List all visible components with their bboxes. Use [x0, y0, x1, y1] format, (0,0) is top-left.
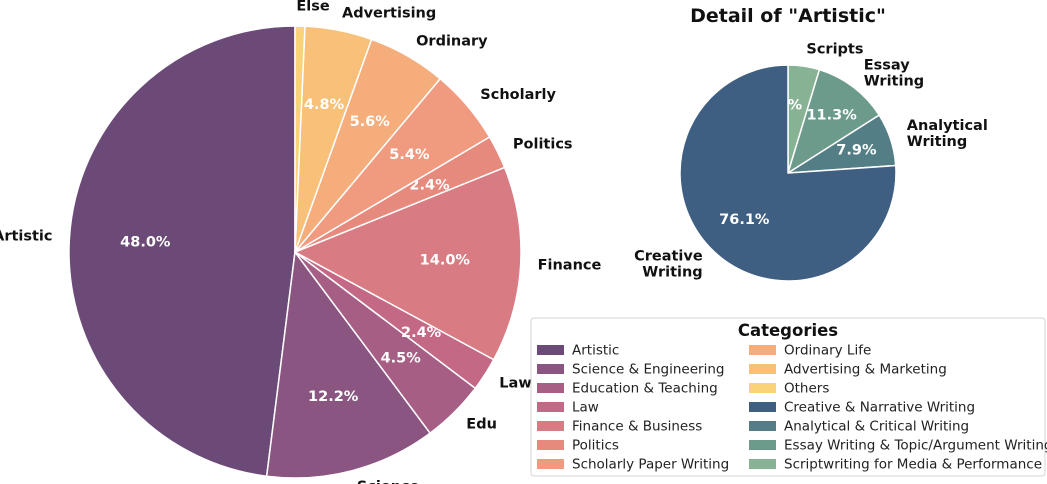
- main-slice-science-percent-label: 12.2%: [308, 389, 359, 405]
- legend-item-law-swatch: [537, 402, 564, 412]
- main-slice-finance-label: Finance: [538, 258, 602, 274]
- legend-item-creative-narrative-writing-swatch: [749, 402, 776, 412]
- main-slice-edu-label: Edu: [466, 416, 497, 432]
- chart-figure: 48.0%Artistic12.2%Science4.5%Edu2.4%Law1…: [0, 0, 1047, 484]
- legend-item-analytical-critical-writing: Analytical & Critical Writing: [784, 419, 969, 435]
- legend-item-education-teaching: Education & Teaching: [572, 381, 718, 397]
- main-slice-artistic-percent-label: 48.0%: [120, 235, 171, 251]
- legend-item-advertising-marketing-swatch: [749, 364, 776, 374]
- legend-item-creative-narrative-writing: Creative & Narrative Writing: [784, 400, 975, 416]
- main-slice-scholarly-percent-label: 5.4%: [389, 147, 430, 163]
- legend-item-analytical-critical-writing-swatch: [749, 421, 776, 431]
- main-slice-advertising-percent-label: 4.8%: [304, 97, 345, 113]
- legend-item-ordinary-life: Ordinary Life: [784, 343, 871, 359]
- main-slice-science-label: Science: [357, 479, 420, 484]
- legend-item-science-engineering: Science & Engineering: [572, 362, 724, 378]
- legend-item-essay-writing-topic-argument-writing-swatch: [749, 440, 776, 450]
- legend-item-scriptwriting-for-media-performance-swatch: [749, 459, 776, 469]
- detail-slice-analytical-writing-percent-label: 7.9%: [836, 143, 877, 159]
- legend: Categories Artistic Science & Engineering…: [531, 318, 1047, 476]
- main-slice-scholarly-label: Scholarly: [480, 87, 556, 103]
- detail-slice-analytical-writing-label: Analytical Writing: [907, 118, 988, 150]
- legend-item-scholarly-paper-writing: Scholarly Paper Writing: [572, 457, 729, 473]
- detail-slice-creative-writing-label: Creative Writing: [634, 248, 703, 280]
- legend-title: Categories: [738, 321, 838, 340]
- main-slice-ordinary-label: Ordinary: [416, 33, 488, 49]
- legend-item-education-teaching-swatch: [537, 383, 564, 393]
- main-slice-edu-percent-label: 4.5%: [381, 350, 422, 366]
- detail-slice-essay-writing-label: Essay Writing: [864, 58, 924, 90]
- detail-slice-creative-writing-percent-label: 76.1%: [719, 212, 770, 228]
- main-slice-ordinary-percent-label: 5.6%: [350, 114, 391, 130]
- detail-chart-title: Detail of "Artistic": [690, 5, 886, 27]
- main-slice-finance-percent-label: 14.0%: [420, 253, 471, 269]
- legend-item-science-engineering-swatch: [537, 364, 564, 374]
- legend-item-others: Others: [784, 381, 829, 397]
- main-pie-chart: 48.0%Artistic12.2%Science4.5%Edu2.4%Law1…: [0, 0, 602, 484]
- legend-item-finance-business-swatch: [537, 421, 564, 431]
- detail-pie-chart: 4.7%Scripts11.3%EssayWriting7.9%Analytic…: [634, 41, 988, 281]
- main-slice-artistic-label: Artistic: [0, 229, 53, 245]
- legend-item-ordinary-life-swatch: [749, 345, 776, 355]
- legend-item-others-swatch: [749, 383, 776, 393]
- legend-item-essay-writing-topic-argument-writing: Essay Writing & Topic/Argument Writing: [784, 438, 1047, 454]
- detail-slice-essay-writing-percent-label: 11.3%: [806, 108, 857, 124]
- legend-item-politics: Politics: [572, 438, 619, 454]
- legend-item-advertising-marketing: Advertising & Marketing: [784, 362, 947, 378]
- detail-slice-scripts-label: Scripts: [806, 41, 863, 57]
- legend-item-law: Law: [572, 400, 599, 416]
- legend-item-artistic: Artistic: [572, 343, 619, 359]
- main-slice-else-label: Else: [296, 0, 330, 15]
- legend-item-finance-business: Finance & Business: [572, 419, 702, 435]
- legend-item-scriptwriting-for-media-performance: Scriptwriting for Media & Performance: [784, 457, 1042, 473]
- legend-item-scholarly-paper-writing-swatch: [537, 459, 564, 469]
- legend-item-politics-swatch: [537, 440, 564, 450]
- main-slice-politics-label: Politics: [513, 136, 573, 152]
- main-slice-artistic: [69, 26, 295, 476]
- legend-item-artistic-swatch: [537, 345, 564, 355]
- main-slice-advertising-label: Advertising: [342, 6, 436, 22]
- main-slice-law-label: Law: [499, 376, 531, 392]
